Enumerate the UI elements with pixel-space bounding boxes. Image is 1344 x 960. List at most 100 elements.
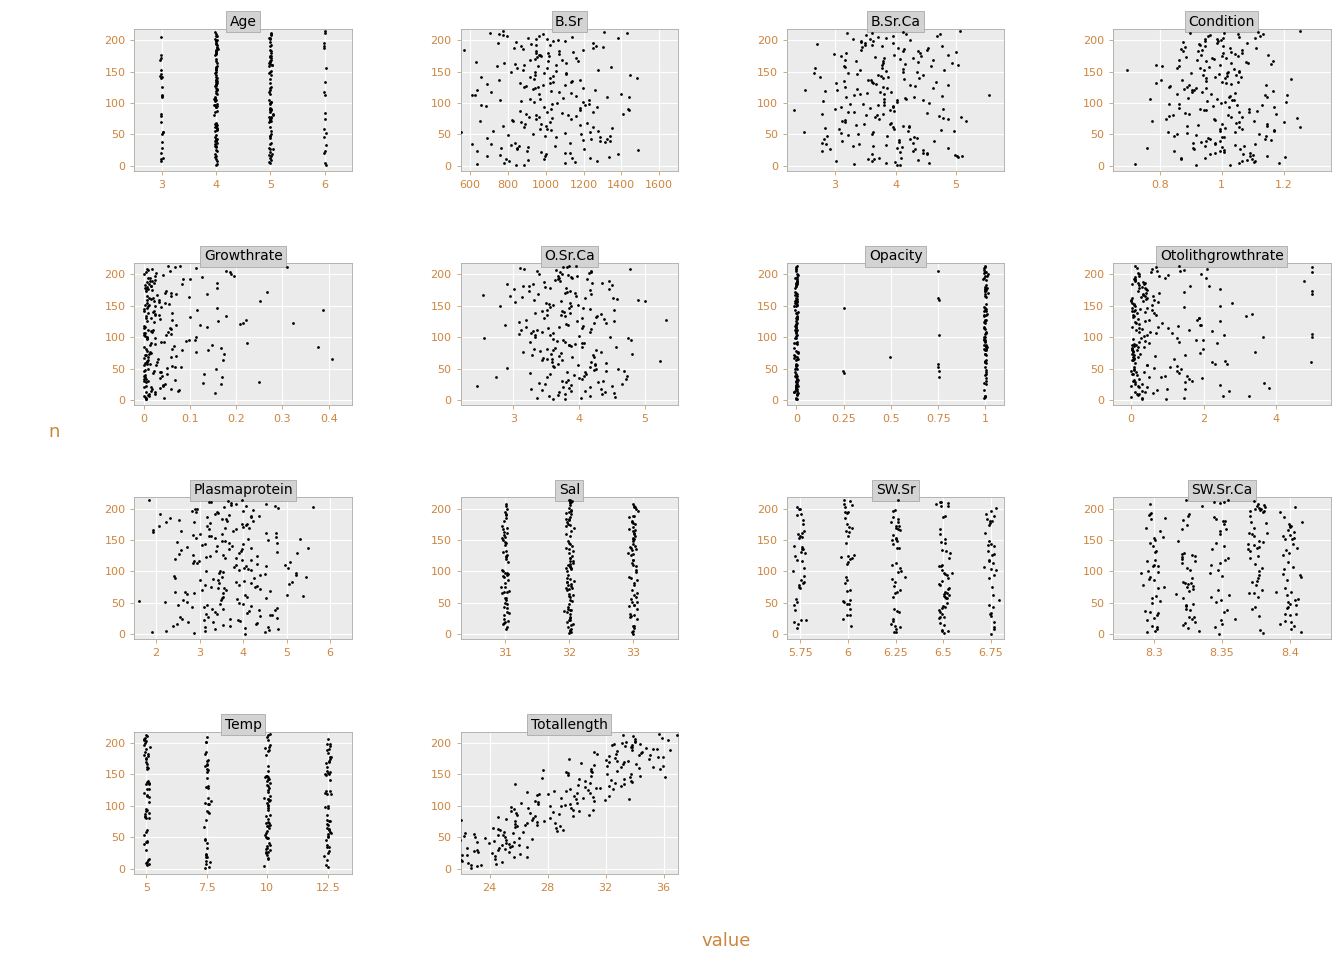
Point [860, 74, 882, 89]
Point [524, 327, 546, 343]
Point [196, 320, 218, 335]
Point [1168, 52, 1189, 67]
Point [512, 278, 534, 294]
Point [786, 258, 808, 274]
Point [1259, 132, 1281, 148]
Point [134, 283, 156, 299]
Point [974, 287, 996, 302]
Point [863, 138, 884, 154]
Point [1203, 51, 1224, 66]
Point [625, 528, 646, 543]
Point [257, 729, 278, 744]
Point [876, 63, 898, 79]
Point [156, 283, 177, 299]
Point [558, 620, 579, 636]
Point [793, 560, 814, 575]
Point [519, 366, 540, 381]
Point [274, 557, 296, 572]
Point [880, 84, 902, 99]
Point [489, 299, 511, 314]
Point [493, 564, 515, 579]
Point [1138, 507, 1160, 522]
Point [259, 55, 281, 70]
Point [868, 111, 890, 127]
Point [833, 492, 855, 508]
Point [206, 54, 227, 69]
Point [450, 812, 472, 828]
Point [1125, 156, 1146, 172]
Point [536, 32, 558, 47]
Point [1247, 24, 1269, 39]
Point [616, 734, 637, 750]
Point [544, 340, 566, 355]
Point [536, 307, 558, 323]
Point [855, 28, 876, 43]
Point [792, 541, 813, 557]
Point [1181, 372, 1203, 388]
Point [786, 351, 808, 367]
Point [161, 313, 183, 328]
Point [1124, 372, 1145, 388]
Point [206, 118, 227, 133]
Point [211, 590, 233, 606]
Point [231, 553, 253, 568]
Point [946, 44, 968, 60]
Point [1132, 322, 1153, 337]
Point [255, 808, 277, 824]
Point [1168, 318, 1189, 333]
Point [598, 749, 620, 764]
Point [555, 55, 577, 70]
Point [563, 788, 585, 804]
Point [495, 498, 516, 514]
Point [1125, 315, 1146, 330]
Point [1171, 72, 1192, 87]
Point [599, 329, 621, 345]
Point [973, 260, 995, 276]
Point [1195, 73, 1216, 88]
Point [982, 539, 1004, 554]
Point [1165, 587, 1187, 602]
Point [137, 352, 159, 368]
Point [786, 305, 808, 321]
Point [555, 374, 577, 390]
Point [556, 604, 578, 619]
Point [1218, 108, 1239, 123]
Point [206, 93, 227, 108]
Point [649, 353, 671, 369]
Point [945, 148, 966, 163]
Point [255, 816, 277, 831]
Point [226, 591, 247, 607]
Point [1173, 391, 1195, 406]
Point [547, 95, 569, 110]
Point [206, 128, 227, 143]
Point [560, 507, 582, 522]
Point [134, 808, 156, 824]
Point [496, 496, 517, 512]
Point [204, 130, 226, 145]
Point [935, 590, 957, 606]
Point [1136, 291, 1157, 306]
Point [786, 290, 808, 305]
Point [539, 280, 560, 296]
Point [1179, 584, 1200, 599]
Point [521, 82, 543, 97]
Point [495, 529, 516, 544]
Point [495, 592, 516, 608]
Point [528, 267, 550, 282]
Point [155, 594, 176, 610]
Point [601, 737, 622, 753]
Point [1169, 96, 1191, 111]
Point [187, 302, 208, 318]
Point [621, 542, 642, 558]
Point [293, 588, 314, 604]
Point [1227, 48, 1249, 63]
Point [196, 757, 218, 773]
Point [1285, 606, 1306, 621]
Point [317, 736, 339, 752]
Point [1144, 530, 1165, 545]
Point [840, 493, 862, 509]
Point [976, 367, 997, 382]
Point [206, 504, 227, 519]
Point [1189, 318, 1211, 333]
Point [257, 801, 278, 816]
